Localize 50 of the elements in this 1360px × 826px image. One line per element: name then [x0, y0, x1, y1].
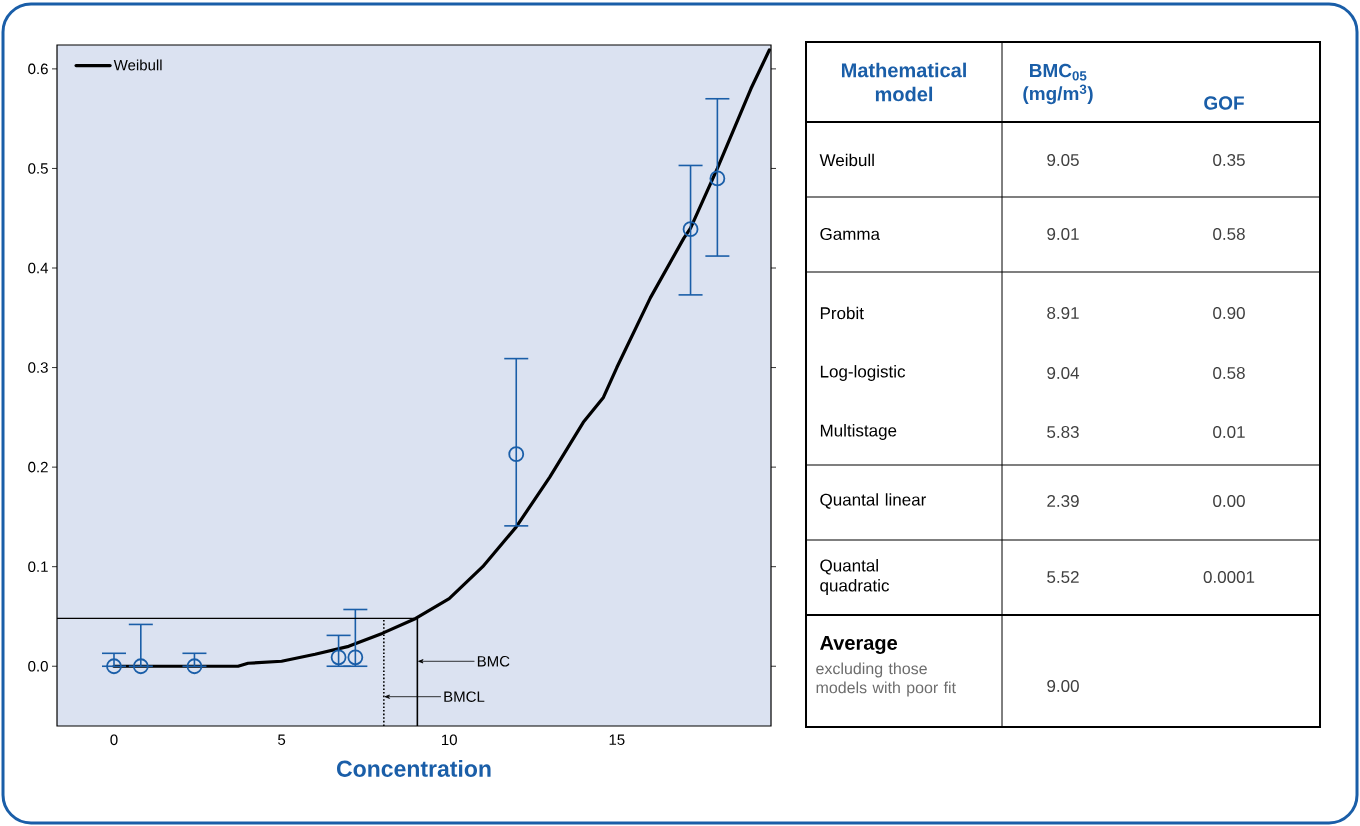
category-label: Quantal quadratic [820, 559, 890, 595]
data-label: 0.90 [1213, 306, 1245, 320]
data-label: 2.39 [1047, 494, 1079, 508]
point [132, 658, 149, 675]
ref-line-label: BMCL [444, 691, 485, 703]
point [682, 221, 699, 238]
x-tick-label: 15 [609, 734, 625, 745]
data-label: 5.83 [1047, 425, 1079, 439]
x-tick-label: 5 [278, 734, 286, 745]
category-label: Average [820, 635, 898, 654]
category-label: Quantal linear [820, 493, 927, 509]
y-tick-label: 0.0 [28, 660, 48, 672]
category-label: Probit [820, 306, 864, 320]
text: Mathematical model [841, 62, 966, 102]
point [330, 649, 347, 666]
data-label: 0.00 [1213, 494, 1245, 508]
point [347, 649, 364, 666]
point [186, 658, 203, 675]
data-label: 9.04 [1047, 366, 1080, 380]
legend-label: Weibull [113, 59, 162, 71]
data-label: 9.05 [1047, 153, 1079, 167]
data-label: 0.58 [1213, 227, 1245, 241]
x-axis-title: Concentration [337, 760, 491, 777]
y-tick-label: 0.5 [28, 163, 48, 174]
data-label: 0.01 [1213, 425, 1245, 439]
x-tick-label: 0 [110, 734, 118, 746]
point [106, 658, 122, 675]
category-label: Weibull [819, 153, 874, 167]
category-label: Gamma [820, 227, 880, 241]
data-label: 0.58 [1213, 366, 1245, 380]
data-label: 9.01 [1047, 227, 1079, 241]
point [709, 170, 726, 187]
category-label: Log-logistic [820, 365, 906, 381]
data-label: 5.52 [1047, 570, 1079, 584]
data-label: 8.91 [1047, 306, 1079, 320]
text: BMC$_{05}$ (mg/m$^{3}$) [1023, 63, 1093, 105]
y-tick-label: 0.4 [28, 262, 49, 274]
x-tick-label: 10 [442, 734, 457, 746]
data-label: 9.00 [1047, 679, 1079, 693]
y-tick-label: 0.3 [28, 362, 48, 373]
data-label: 0.35 [1213, 153, 1245, 167]
text: GOF [1204, 96, 1244, 110]
y-tick-label: 0.6 [28, 63, 48, 75]
text: excluding those models with poor fit [816, 662, 956, 697]
point [508, 446, 525, 463]
data-label: 0.0001 [1203, 570, 1255, 584]
y-tick-label: 0.1 [28, 561, 48, 572]
y-tick-label: 0.2 [28, 461, 48, 473]
ref-line-label: BMC [477, 655, 510, 667]
category-label: Multistage [820, 424, 897, 440]
